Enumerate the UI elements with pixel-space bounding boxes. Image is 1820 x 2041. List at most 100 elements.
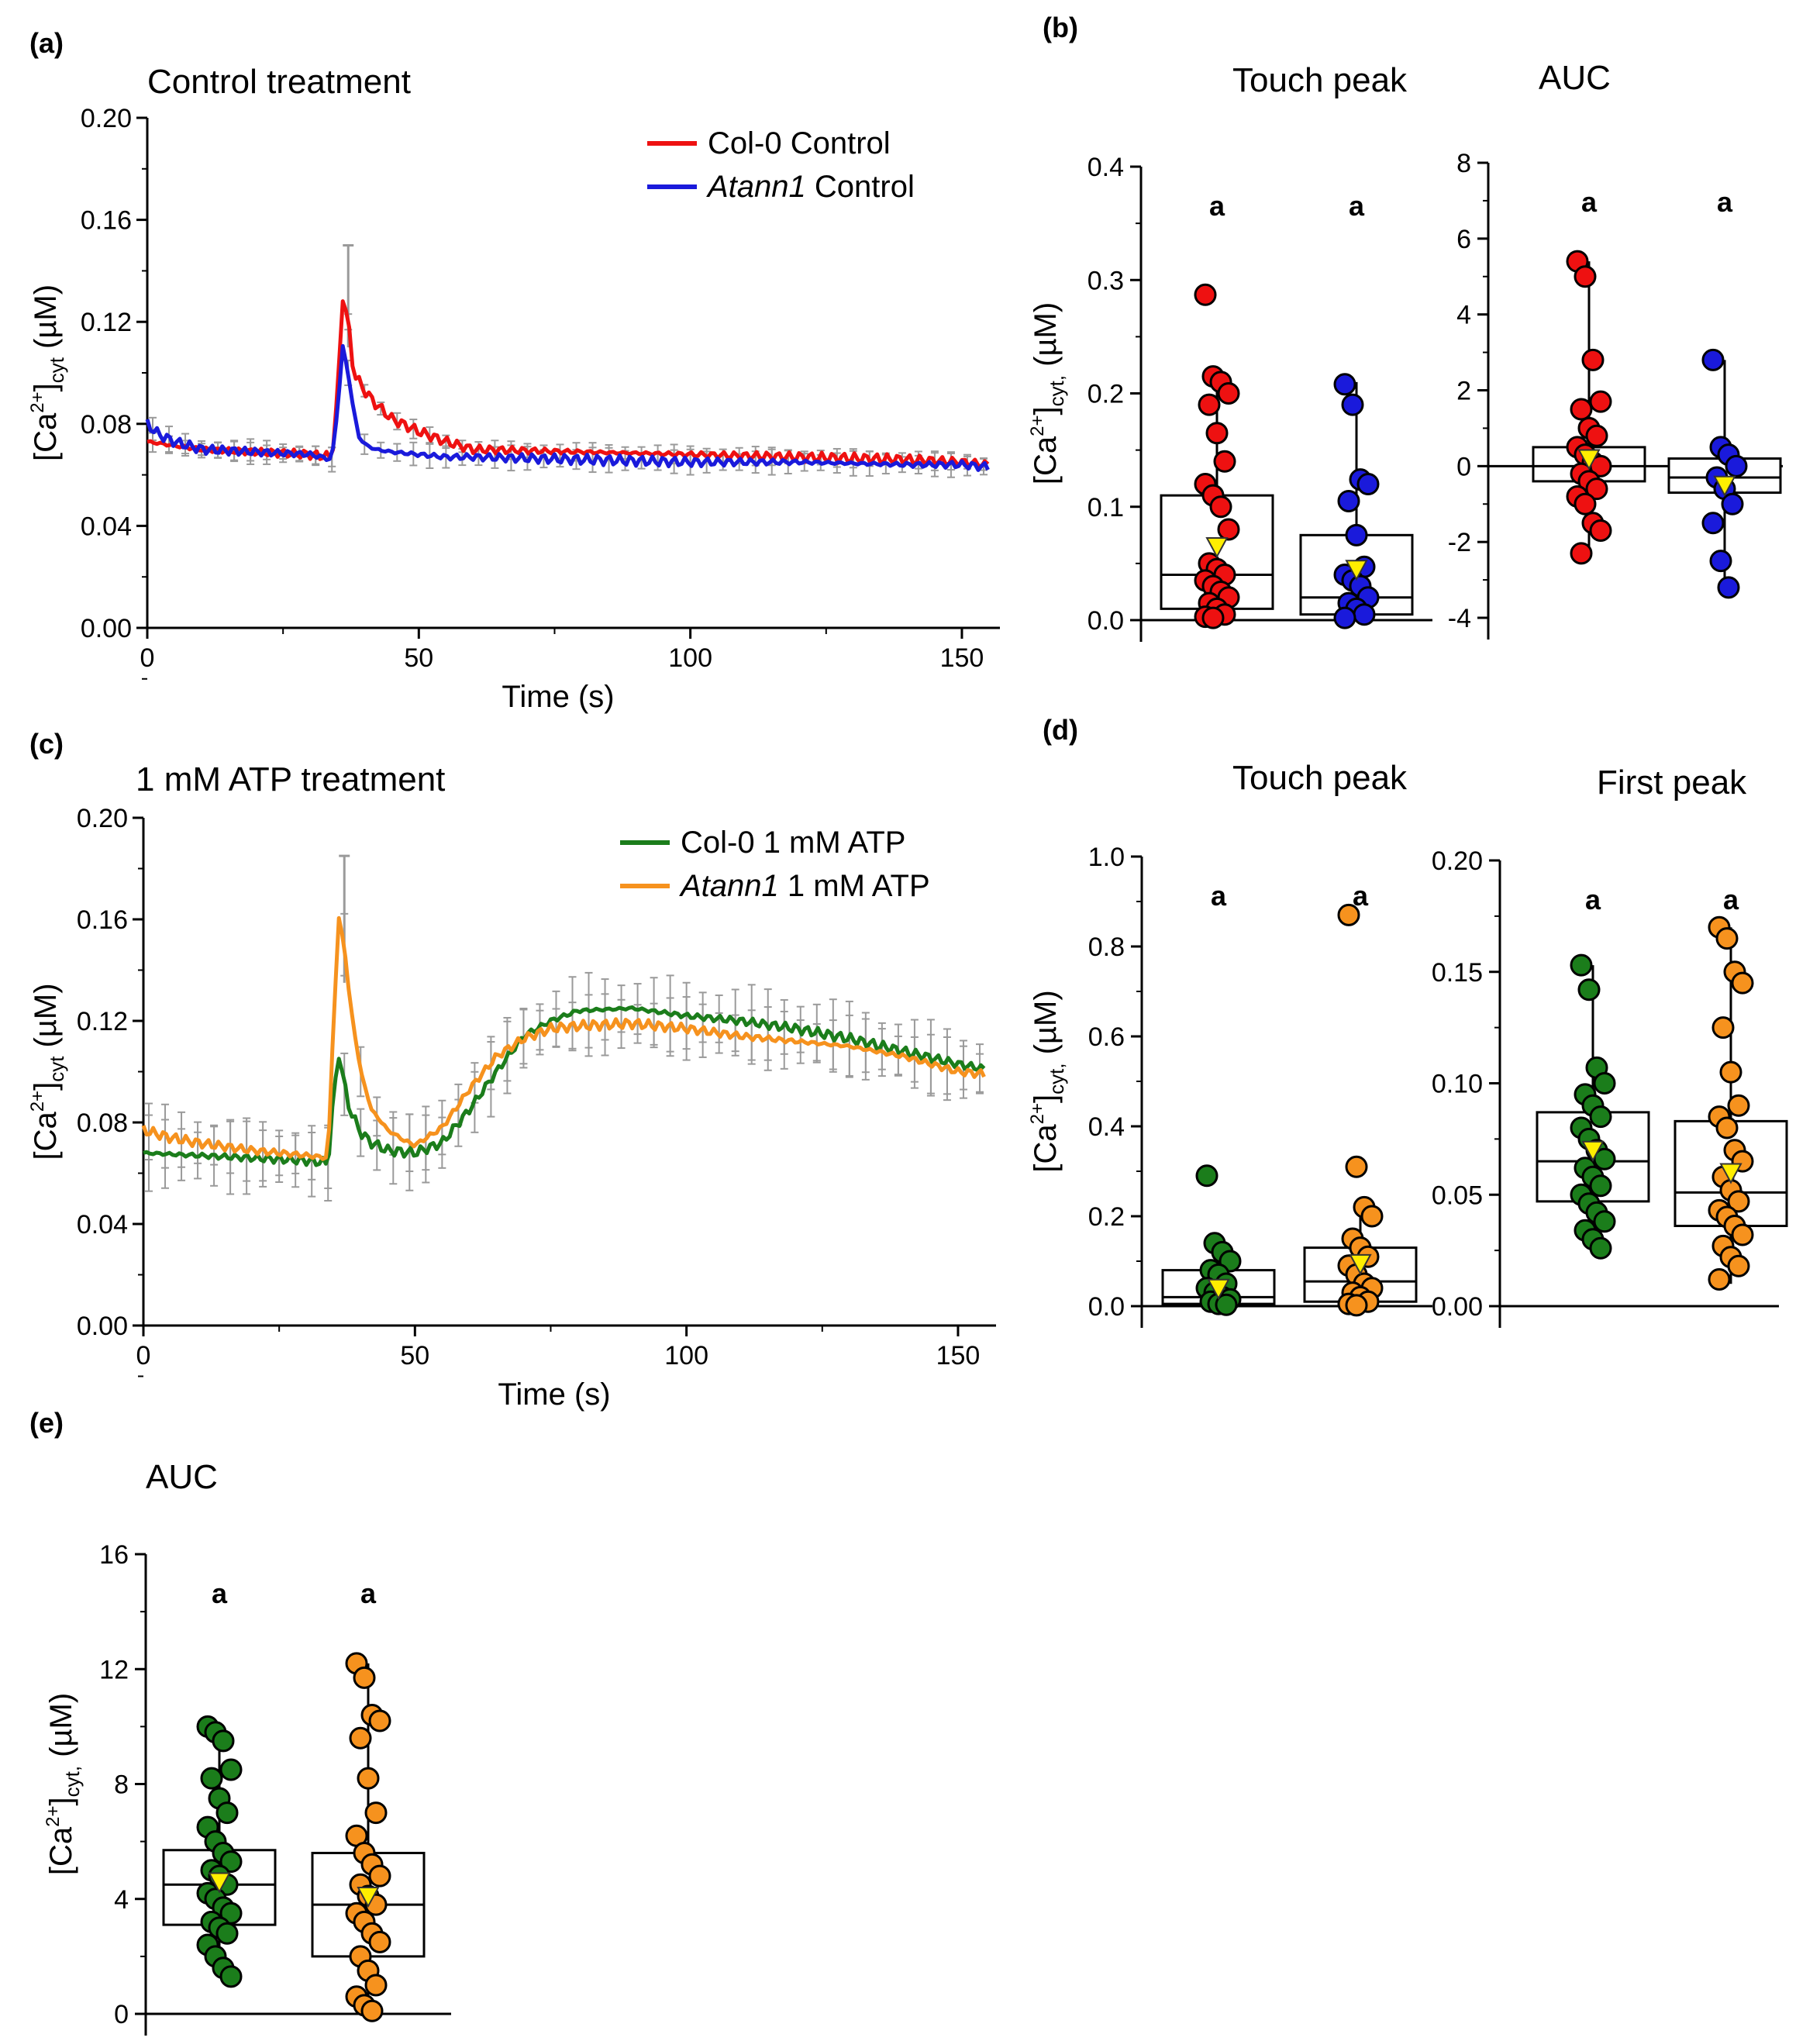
y-axis-label-part: [Ca bbox=[1029, 436, 1063, 484]
data-point bbox=[1345, 1294, 1368, 1317]
chart-title: Touch peak bbox=[1232, 61, 1408, 99]
y-tick-label: 0.2 bbox=[1088, 380, 1124, 409]
data-point bbox=[1205, 422, 1229, 445]
mean-marker bbox=[1207, 1278, 1230, 1300]
mean-marker bbox=[1345, 560, 1368, 581]
data-point bbox=[1360, 1205, 1384, 1228]
y-axis-label-part: (µM) bbox=[29, 284, 63, 357]
mean-marker bbox=[1349, 1253, 1372, 1275]
x-tick-label: 0 bbox=[140, 643, 155, 673]
y-tick-label: 0.8 bbox=[1088, 933, 1125, 962]
data-point bbox=[1727, 1190, 1750, 1213]
mean-marker bbox=[1577, 449, 1601, 471]
error-bars-1 bbox=[145, 971, 984, 1202]
data-point bbox=[349, 1726, 372, 1750]
group-1: a bbox=[1532, 186, 1646, 565]
data-point bbox=[1719, 1060, 1742, 1084]
chart-title: AUC bbox=[1539, 59, 1611, 97]
series-line-2 bbox=[141, 915, 986, 1161]
significance-letter: a bbox=[1723, 884, 1739, 915]
y-tick-label: 0.08 bbox=[81, 410, 132, 440]
y-axis-label-part: cyt, bbox=[1045, 1063, 1068, 1094]
legend-entry: Atann1 Control bbox=[706, 170, 915, 204]
data-point bbox=[1577, 978, 1601, 1002]
data-point bbox=[1585, 477, 1608, 501]
data-point bbox=[1345, 523, 1368, 546]
y-axis-label: [Ca2+]cyt (µM) bbox=[27, 983, 68, 1160]
data-point bbox=[1593, 1210, 1616, 1233]
y-tick-label: 0.04 bbox=[77, 1210, 128, 1239]
legend-entry-part: Control bbox=[806, 170, 915, 204]
y-axis-label-part: (µM) bbox=[44, 1693, 78, 1766]
y-tick-label: 0.00 bbox=[77, 1312, 128, 1341]
y-axis-label-part: cyt bbox=[45, 1056, 68, 1082]
data-point bbox=[1585, 424, 1608, 447]
x-tick-label: 50 bbox=[400, 1341, 429, 1370]
y-tick-label: 0.00 bbox=[81, 614, 132, 643]
y-tick-label: 0.00 bbox=[1432, 1292, 1483, 1322]
data-point bbox=[1345, 1155, 1368, 1178]
data-point bbox=[1593, 1072, 1616, 1095]
data-point bbox=[1353, 603, 1376, 626]
group-1: a bbox=[1161, 880, 1276, 1316]
y-tick-label: -2 bbox=[1448, 528, 1471, 557]
legend-entry: Col-0 Control bbox=[708, 126, 891, 160]
panel-c: (c) 1 mM ATP treatment 0.00 0.04 0.08 0.12 0.1… bbox=[27, 728, 996, 1412]
panel-e: (e) AUC 0 4 8 12 16 [Ca2+]cyt, (µM) a a bbox=[29, 1407, 451, 2036]
data-point bbox=[1589, 1174, 1612, 1198]
data-point bbox=[368, 1709, 391, 1732]
data-point bbox=[364, 1801, 388, 1825]
y-tick-label: 8 bbox=[114, 1770, 129, 1800]
data-point bbox=[1589, 390, 1612, 413]
y-axis-label-part: 2+ bbox=[1027, 1103, 1048, 1124]
data-point bbox=[219, 1850, 243, 1874]
significance-letter: a bbox=[1209, 190, 1225, 222]
data-point bbox=[1570, 542, 1593, 565]
y-tick-label: 0.04 bbox=[81, 512, 132, 541]
y-tick-label: -4 bbox=[1448, 604, 1471, 633]
group-2: a bbox=[311, 1577, 426, 2022]
x-tick-label: 150 bbox=[940, 643, 984, 673]
y-axis-label-part: ] bbox=[44, 1797, 78, 1805]
y-axis-label: [Ca2+]cyt, (µM) bbox=[43, 1693, 84, 1875]
data-point bbox=[1337, 903, 1360, 926]
y-axis-label-part: (µM) bbox=[1029, 990, 1063, 1063]
significance-letter: a bbox=[1349, 190, 1365, 222]
y-tick-label: 0.20 bbox=[81, 104, 132, 133]
y-tick-label: 0.16 bbox=[77, 905, 128, 935]
data-point bbox=[1709, 550, 1732, 573]
y-tick-label: 16 bbox=[99, 1540, 129, 1570]
y-axis-label-part: cyt, bbox=[1045, 375, 1068, 406]
chart-title: 1 mM ATP treatment bbox=[136, 760, 445, 798]
data-point bbox=[1341, 393, 1364, 416]
data-point bbox=[1356, 473, 1380, 495]
data-point bbox=[1717, 576, 1740, 599]
y-tick-label: 0.4 bbox=[1088, 1112, 1125, 1142]
data-point bbox=[1570, 953, 1593, 977]
panel-d2: First peak 0.00 0.05 0.10 0.15 0.20 a a bbox=[1432, 764, 1788, 1328]
y-axis-label-part: cyt, bbox=[60, 1766, 84, 1797]
data-point bbox=[1731, 1223, 1754, 1246]
panel-b1: (b) Touch peak 0.0 0.1 0.2 0.3 0.4 [Ca2+]cyt, (… bbox=[1027, 12, 1432, 642]
data-point bbox=[353, 1666, 376, 1689]
y-tick-label: 0 bbox=[1456, 452, 1471, 481]
data-point bbox=[1333, 373, 1356, 396]
significance-letter: a bbox=[1581, 186, 1598, 218]
x-tick-label: 0 bbox=[136, 1341, 151, 1370]
y-axis-label-part: (µM) bbox=[29, 983, 63, 1056]
group-1: a bbox=[1160, 190, 1274, 629]
y-axis-label-part: 2+ bbox=[27, 1091, 48, 1112]
data-point bbox=[1217, 382, 1240, 405]
y-axis-label-part: ] bbox=[29, 1082, 63, 1091]
y-tick-label: 0.0 bbox=[1088, 606, 1124, 636]
panel-label: (d) bbox=[1043, 714, 1078, 746]
data-point bbox=[1194, 283, 1217, 306]
y-tick-label: 0.15 bbox=[1432, 958, 1483, 988]
series-line-1 bbox=[143, 1005, 986, 1167]
group-1: a bbox=[162, 1577, 277, 1988]
group-2: a bbox=[1674, 884, 1788, 1291]
y-tick-label: 0.3 bbox=[1088, 266, 1124, 295]
data-point bbox=[1333, 606, 1356, 629]
y-tick-label: 0 bbox=[114, 2000, 129, 2029]
